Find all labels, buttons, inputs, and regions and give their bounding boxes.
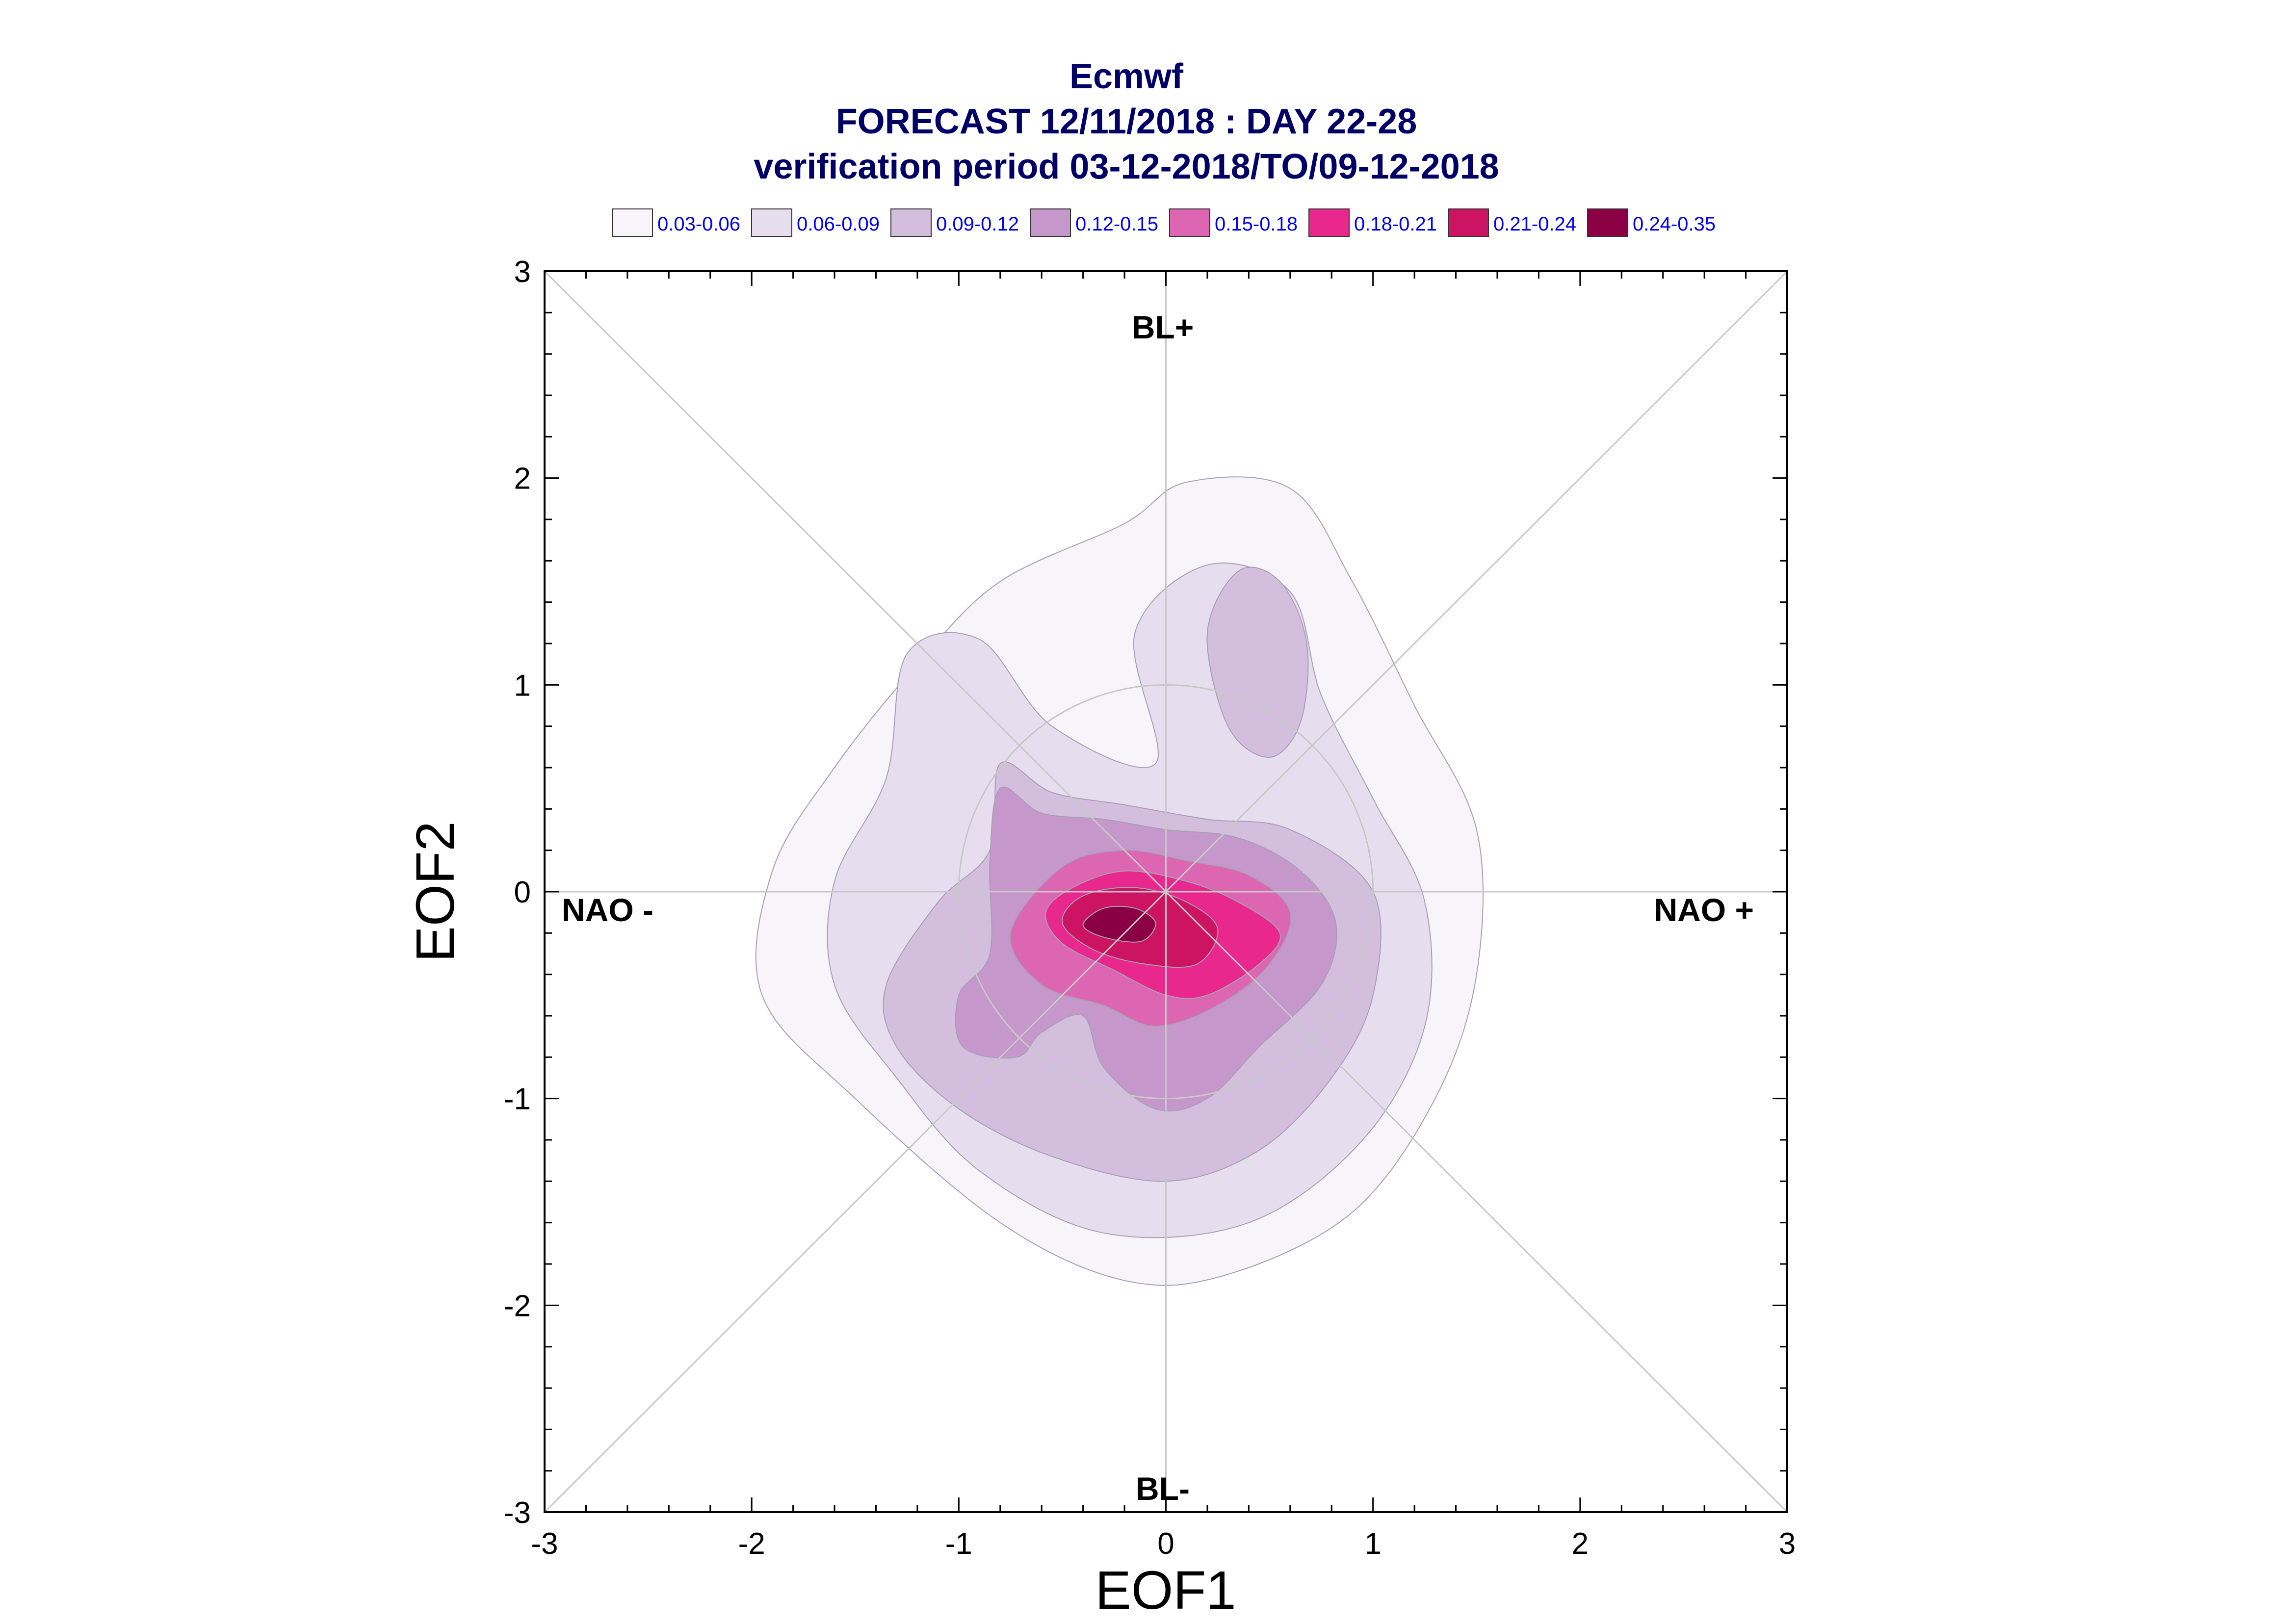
x-tick-label: -3 [531,1527,558,1561]
regime-label-bl-plus: BL+ [1132,309,1194,345]
legend-label: 0.18-0.21 [1354,213,1437,235]
legend-label: 0.15-0.18 [1215,213,1298,235]
x-tick-label: -1 [945,1527,972,1561]
x-tick-label: 2 [1572,1527,1589,1561]
legend-swatch [1587,208,1628,237]
y-tick-label: -1 [504,1083,531,1116]
legend-label: 0.09-0.12 [936,213,1019,235]
regime-label-nao-minus: NAO - [562,892,653,928]
chart-subtitle-verification: verification period 03-12-2018/TO/09-12-… [754,147,1499,186]
x-tick-label: -2 [738,1527,765,1561]
density-contours [755,476,1484,1286]
legend-swatch [890,208,932,237]
reference-circle [958,684,1374,1100]
legend-label: 0.12-0.15 [1075,213,1158,235]
y-tick-label: 3 [514,255,531,289]
legend-swatch [1169,208,1210,237]
x-tick-label: 3 [1779,1527,1796,1561]
y-tick-label: 1 [514,669,531,702]
axes: -3 -2 -1 0 1 2 3 -3 -2 -1 0 1 2 3 [504,255,1796,1561]
legend: 0.03-0.06 0.06-0.09 0.09-0.12 0.12-0.15 0.15… [612,208,1716,237]
y-tick-label: 0 [514,876,531,909]
legend-label: 0.24-0.35 [1633,213,1716,235]
legend-swatch [1030,208,1071,237]
y-tick-label: 2 [514,462,531,496]
legend-swatch [1448,208,1489,237]
legend-label: 0.03-0.06 [657,213,740,235]
regime-label-bl-minus: BL- [1136,1470,1190,1507]
x-axis-title: EOF1 [1095,1560,1236,1621]
legend-label: 0.06-0.09 [797,213,880,235]
legend-swatch [751,208,792,237]
y-axis-title: EOF2 [405,821,466,962]
y-tick-label: -3 [504,1496,531,1530]
chart-subtitle-forecast: FORECAST 12/11/2018 : DAY 22-28 [836,102,1417,141]
contour-region-0.24-0.35-8 [1082,905,1156,943]
reference-guides [544,270,1788,1513]
x-tick-label: 1 [1364,1527,1381,1561]
legend-swatch [1308,208,1350,237]
legend-label: 0.21-0.24 [1493,213,1576,235]
contour-region-0.09-0.12-3 [1206,567,1309,758]
chart-title: Ecmwf [1069,57,1184,96]
legend-swatch [612,208,653,237]
y-tick-label: -2 [504,1289,531,1323]
x-tick-label: 0 [1157,1527,1174,1561]
regime-label-nao-plus: NAO + [1654,892,1754,928]
